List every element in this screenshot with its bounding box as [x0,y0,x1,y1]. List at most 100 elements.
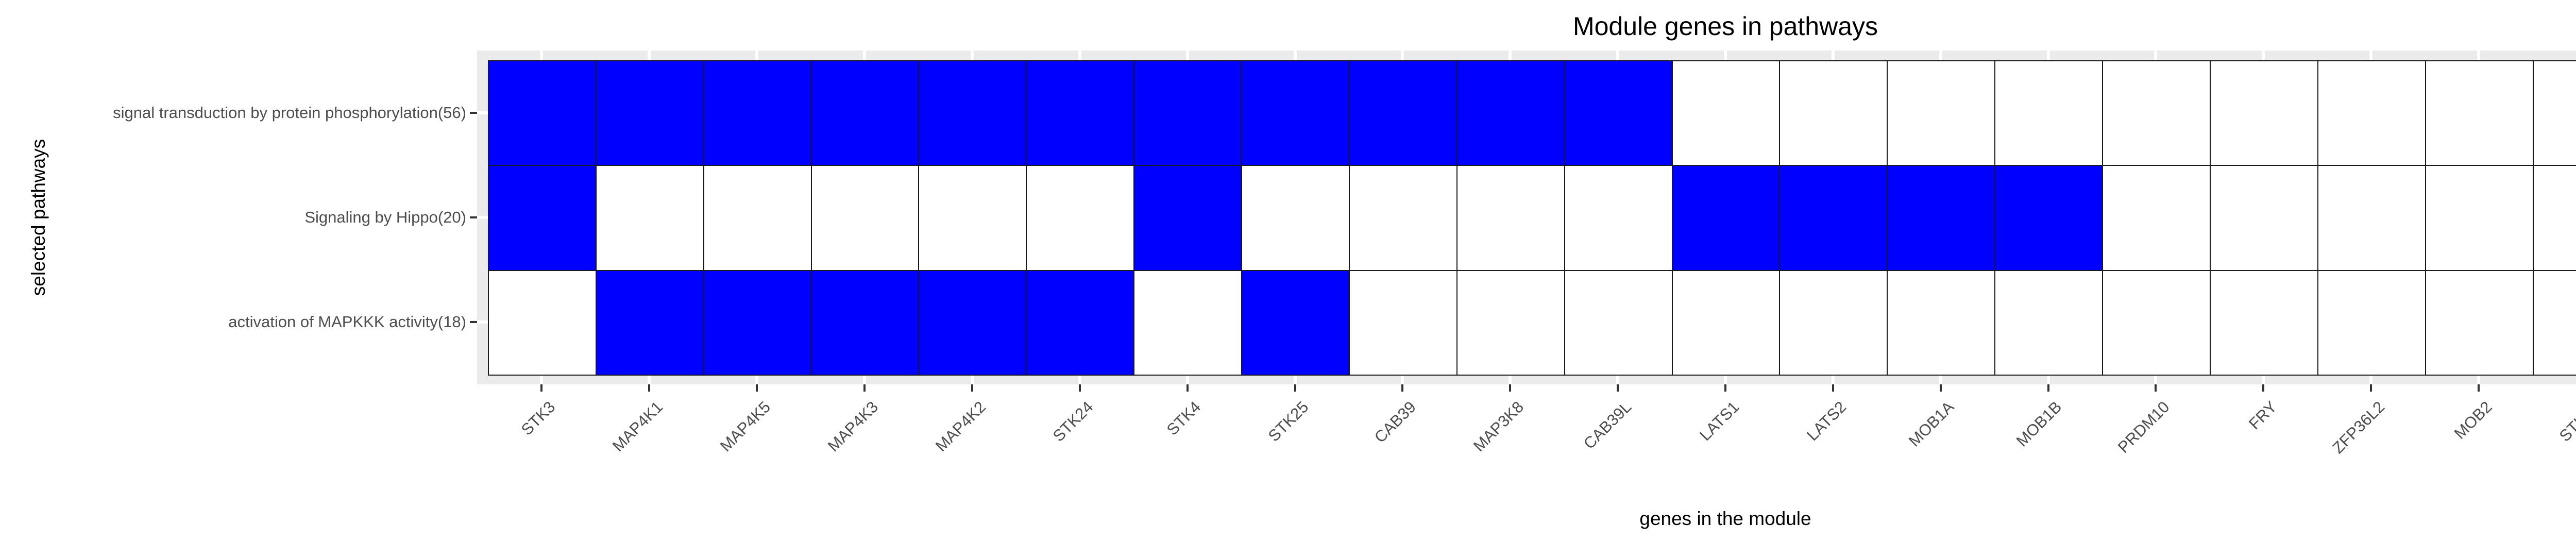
heatmap-tile [2209,269,2318,376]
heatmap-tile [810,269,920,376]
heatmap-tile [2102,269,2211,376]
plot-title: Module genes in pathways [1572,12,1878,41]
heatmap-tile [2532,60,2576,166]
heatmap-tile [1456,60,1565,166]
heatmap-tile [1456,269,1565,376]
x-tick-mark [2047,384,2049,392]
heatmap-tile [1241,165,1350,271]
heatmap-tile [918,269,1027,376]
heatmap-tile [1994,165,2104,271]
heatmap-tile [1779,60,1888,166]
heatmap-tile [1994,269,2104,376]
x-tick-label: ZFP36L2 [2329,398,2388,457]
x-tick-label: FRY [2245,398,2281,433]
x-tick-label: MAP4K5 [716,398,774,455]
y-tick-mark [470,111,477,114]
x-tick-label: STK24 [1049,398,1097,445]
heatmap-tile [703,269,812,376]
heatmap-tile [2425,269,2534,376]
heatmap-tile [1348,269,1458,376]
y-tick-label: activation of MAPKKK activity(18) [228,313,466,331]
heatmap-tile [1241,60,1350,166]
x-tick-mark [1939,384,1942,392]
x-tick-label: STK38 [2555,398,2576,445]
heatmap-tile [1887,60,1996,166]
heatmap-tile [595,165,704,271]
x-tick-label: MOB1A [1905,398,1958,450]
heatmap-tile [2102,165,2211,271]
x-tick-mark [863,384,866,392]
heatmap-tile [1564,60,1673,166]
x-tick-label: CAB39L [1580,398,1635,453]
x-tick-mark [2262,384,2265,392]
heatmap-tile [1564,269,1673,376]
x-tick-label: LATS1 [1696,398,1742,445]
x-axis-title: genes in the module [1639,508,1811,529]
heatmap-tile [1133,60,1243,166]
y-tick-label: Signaling by Hippo(20) [304,208,466,226]
plot-panel [477,50,2576,384]
x-tick-mark [1724,384,1726,392]
heatmap-tile [2425,60,2534,166]
heatmap-tile [595,60,704,166]
heatmap-tile [1241,269,1350,376]
x-tick-label: STK4 [1163,398,1205,439]
x-tick-label: MOB1B [2012,398,2065,450]
heatmap-tile [1133,165,1243,271]
heatmap-tile [1779,269,1888,376]
x-tick-mark [1509,384,1512,392]
heatmap-tile [2532,269,2576,376]
x-tick-mark [1294,384,1296,392]
x-tick-mark [2478,384,2480,392]
x-tick-mark [756,384,758,392]
heatmap-tile [810,60,920,166]
x-tick-mark [1832,384,1834,392]
heatmap-tile [2209,60,2318,166]
x-tick-mark [1401,384,1404,392]
heatmap-tile [2317,269,2426,376]
heatmap-tile [2425,165,2534,271]
heatmap-tile [1456,165,1565,271]
x-tick-label: MAP4K3 [824,398,882,455]
heatmap-tile [2209,165,2318,271]
heatmap-tile [1026,165,1135,271]
x-tick-mark [971,384,973,392]
x-tick-label: CAB39 [1370,398,1420,447]
heatmap-tile [1671,165,1781,271]
heatmap-tile [2317,60,2426,166]
y-tick-label: signal transduction by protein phosphory… [113,103,466,122]
heatmap-tile [1133,269,1243,376]
x-tick-mark [1186,384,1189,392]
heatmap-tile [1887,269,1996,376]
heatmap-tile [1994,60,2104,166]
x-tick-label: MAP4K1 [608,398,667,455]
heatmap-tile [1887,165,1996,271]
x-tick-label: MOB2 [2450,398,2496,443]
x-tick-label: LATS2 [1803,398,1850,445]
x-tick-mark [540,384,543,392]
heatmap-tile [595,269,704,376]
x-tick-label: STK3 [517,398,559,439]
heatmap-tile [1564,165,1673,271]
heatmap-tile [488,165,597,271]
heatmap-tile [1671,60,1781,166]
heatmap-tile [703,60,812,166]
x-tick-mark [648,384,651,392]
heatmap-tile [918,60,1027,166]
heatmap-tile [1348,165,1458,271]
heatmap-tile [1671,269,1781,376]
heatmap-tile [918,165,1027,271]
x-tick-label: MAP3K8 [1469,398,1528,455]
heatmap-tile [2317,165,2426,271]
heatmap-tile [2532,165,2576,271]
y-tick-mark [470,216,477,218]
x-tick-mark [1617,384,1619,392]
y-tick-mark [470,321,477,324]
heatmap-tile [1026,60,1135,166]
heatmap-tile [2102,60,2211,166]
x-tick-mark [2370,384,2372,392]
heatmap-tile [488,60,597,166]
heatmap-tile [703,165,812,271]
heatmap-tile [1026,269,1135,376]
